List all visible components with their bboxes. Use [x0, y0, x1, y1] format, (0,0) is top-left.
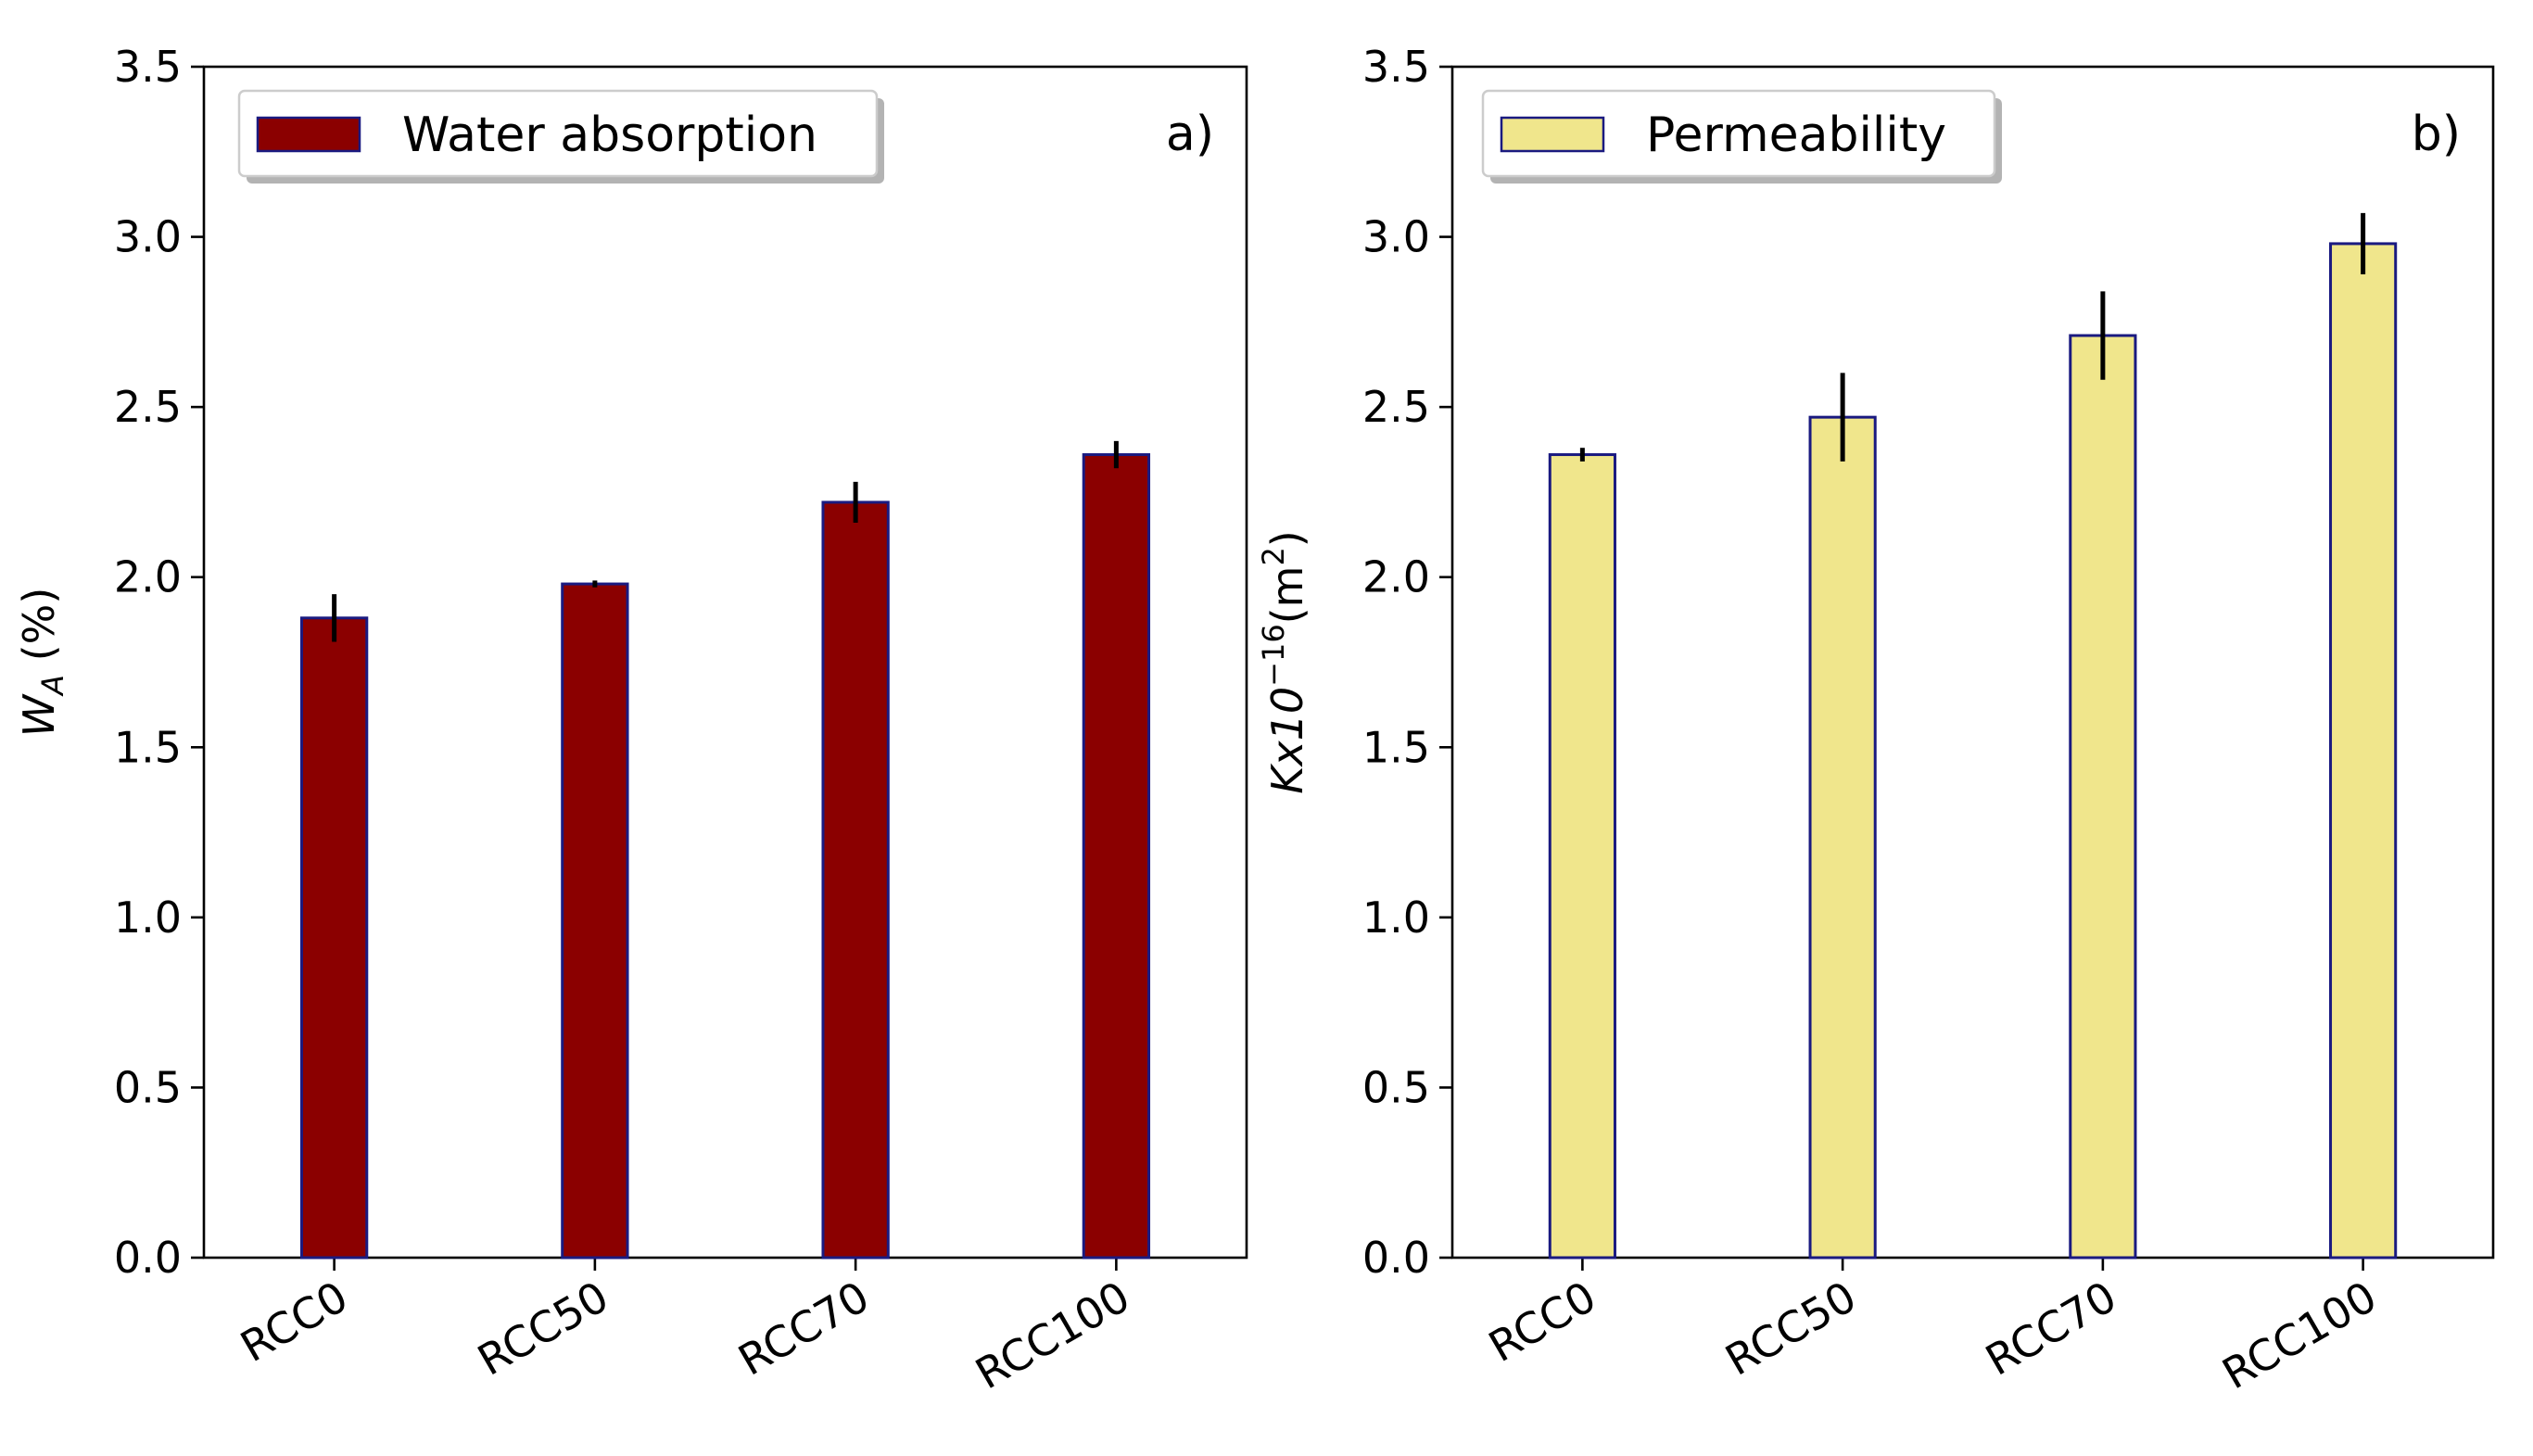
panel-b-y-axis: 0.0 0.5 1.0 1.5 2.0 2.5 3.0 3.5	[1362, 42, 1452, 1283]
panel-a-legend-label: Water absorption	[402, 108, 817, 163]
panel-b-y-tick-label: 3.5	[1362, 42, 1430, 92]
panel-a-bar-rcc70	[821, 500, 890, 1260]
panel-b-y-tick-label: 0.0	[1362, 1233, 1430, 1283]
panel-b-tag: b)	[2412, 107, 2461, 162]
panel-b-legend-label: Permeability	[1646, 108, 1946, 163]
panel-a-y-axis: 0.0 0.5 1.0 1.5 2.0 2.5 3.0 3.5	[114, 42, 204, 1283]
panel-b-y-tick-label: 0.5	[1362, 1062, 1430, 1112]
panel-b-y-tick-label: 2.0	[1362, 552, 1430, 602]
panel-b-y-tick-label: 1.0	[1362, 893, 1430, 943]
panel-b-legend: Permeability	[1481, 89, 2002, 184]
panel-a-y-axis-label-sub: A	[35, 675, 70, 697]
panel-a-y-tick-label: 1.5	[114, 722, 182, 772]
panel-a-y-tick-label: 1.0	[114, 893, 182, 943]
panel-b-plot-frame	[1450, 65, 2495, 1260]
panel-a-y-tick-label: 2.0	[114, 552, 182, 602]
panel-b-error-bars	[1579, 212, 2366, 462]
panel-b-bar-rcc70	[2069, 334, 2137, 1260]
panel-b-bars	[1548, 242, 2398, 1260]
panel-b-bar-rcc50	[1808, 415, 1877, 1260]
panel-a-y-tick-label: 0.0	[114, 1233, 182, 1283]
panel-b-y-axis-label-unit-exponent: 2	[1256, 547, 1291, 565]
panel-a-bar-rcc0	[299, 616, 369, 1260]
panel-b-legend-box	[1481, 89, 1996, 178]
panel-b-y-tick-label: 2.5	[1362, 382, 1430, 432]
panel-b-permeability: 0.00.51.01.52.02.53.03.5 RCC0 RCC50 RCC70 R…	[1256, 42, 2495, 1399]
panel-a-legend-swatch	[256, 116, 361, 153]
panel-b-y-tick-label: 1.5	[1362, 722, 1430, 772]
panel-b-y-axis-label-exponent: −16	[1256, 624, 1291, 687]
panel-b-y-tick-label: 3.0	[1362, 212, 1430, 262]
panel-b-bar-rcc0	[1548, 453, 1616, 1260]
panel-a-bar-rcc100	[1082, 453, 1151, 1260]
panel-a-y-tick-label: 3.0	[114, 212, 182, 262]
panel-a-y-tick-label: 3.5	[114, 42, 182, 92]
panel-a-error-bars	[332, 440, 1119, 642]
panel-b-y-axis-label-unit-open: (m	[1262, 566, 1312, 625]
panel-a-y-axis-label: WA (%)	[14, 588, 70, 738]
panel-b-legend-swatch	[1500, 116, 1605, 153]
panel-a-y-axis-label-main: W	[14, 693, 64, 737]
panel-a-y-tick-label: 2.5	[114, 382, 182, 432]
panel-a-plot-frame	[202, 65, 1248, 1260]
panel-b-y-axis-label: Kx10−16(m2)	[1256, 530, 1312, 794]
panel-a-bars	[299, 453, 1151, 1260]
panel-a-tag: a)	[1166, 107, 1214, 162]
panel-b-y-axis-label-unit-close: )	[1262, 530, 1312, 547]
panel-a-legend-box	[237, 89, 879, 178]
panel-b-bar-rcc100	[2329, 242, 2398, 1260]
panel-a-legend: Water absorption	[237, 89, 884, 184]
panel-a-bar-rcc50	[561, 582, 629, 1260]
panel-b-y-axis-label-main: Kx10	[1262, 687, 1312, 794]
panel-a-y-tick-label: 0.5	[114, 1062, 182, 1112]
panel-a-y-axis-label-unit: (%)	[14, 588, 64, 675]
